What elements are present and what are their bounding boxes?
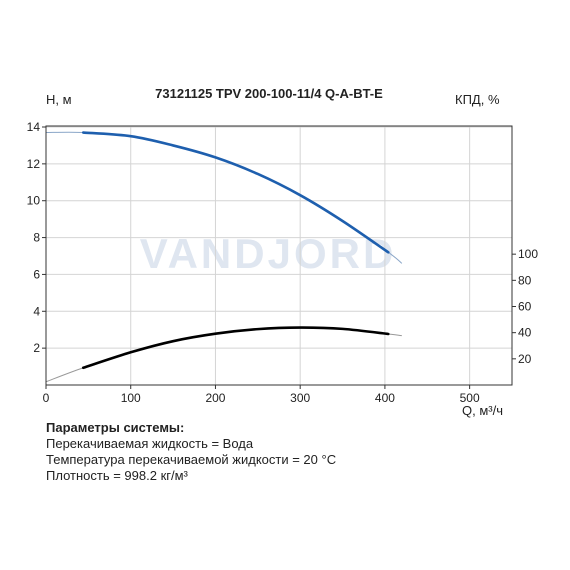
y-right-tick-label: 60 bbox=[518, 300, 532, 314]
y-right-tick-labels: 20 40 60 80 100 bbox=[512, 247, 538, 366]
y-left-tick-label: 8 bbox=[33, 231, 40, 245]
y-left-tick-label: 14 bbox=[27, 120, 41, 134]
params-title: Параметры системы: bbox=[46, 420, 185, 435]
efficiency-curve bbox=[81, 326, 390, 370]
param-fluid: Перекачиваемая жидкость = Вода bbox=[46, 436, 254, 451]
efficiency-curve-extension bbox=[45, 327, 402, 383]
chart-title: 73121125 TPV 200-100-11/4 Q-A-BT-E bbox=[155, 86, 383, 101]
y-left-tick-label: 6 bbox=[33, 267, 40, 281]
x-tick-labels: 0 100 200 300 400 500 bbox=[43, 385, 480, 405]
plot-frame bbox=[45, 125, 513, 386]
y-right-tick-label: 80 bbox=[518, 273, 532, 287]
y-right-tick-label: 20 bbox=[518, 352, 532, 366]
param-density: Плотность = 998.2 кг/м³ bbox=[46, 468, 188, 483]
y-right-tick-label: 40 bbox=[518, 326, 532, 340]
x-axis-label: Q, м³/ч bbox=[462, 403, 503, 418]
y-right-axis-label: КПД, % bbox=[455, 92, 500, 107]
y-left-axis-label: Н, м bbox=[46, 92, 72, 107]
x-tick-label: 200 bbox=[205, 391, 225, 405]
param-temperature: Температура перекачиваемой жидкости = 20… bbox=[46, 452, 337, 467]
watermark: VANDJORD bbox=[140, 230, 397, 277]
x-tick-label: 100 bbox=[121, 391, 141, 405]
x-tick-label: 0 bbox=[43, 391, 50, 405]
y-right-tick-label: 100 bbox=[518, 247, 538, 261]
x-tick-label: 300 bbox=[290, 391, 310, 405]
system-parameters: Параметры системы: Перекачиваемая жидкос… bbox=[46, 420, 336, 484]
y-left-tick-label: 4 bbox=[33, 304, 40, 318]
x-tick-label: 400 bbox=[375, 391, 395, 405]
y-left-tick-label: 10 bbox=[27, 194, 41, 208]
head-curve bbox=[81, 131, 390, 254]
x-tick-label: 500 bbox=[460, 391, 480, 405]
y-left-tick-label: 12 bbox=[27, 157, 41, 171]
series bbox=[45, 131, 403, 383]
y-left-tick-labels: 2 4 6 8 10 12 14 bbox=[27, 120, 46, 355]
grid bbox=[45, 126, 512, 385]
y-left-tick-label: 2 bbox=[33, 341, 40, 355]
